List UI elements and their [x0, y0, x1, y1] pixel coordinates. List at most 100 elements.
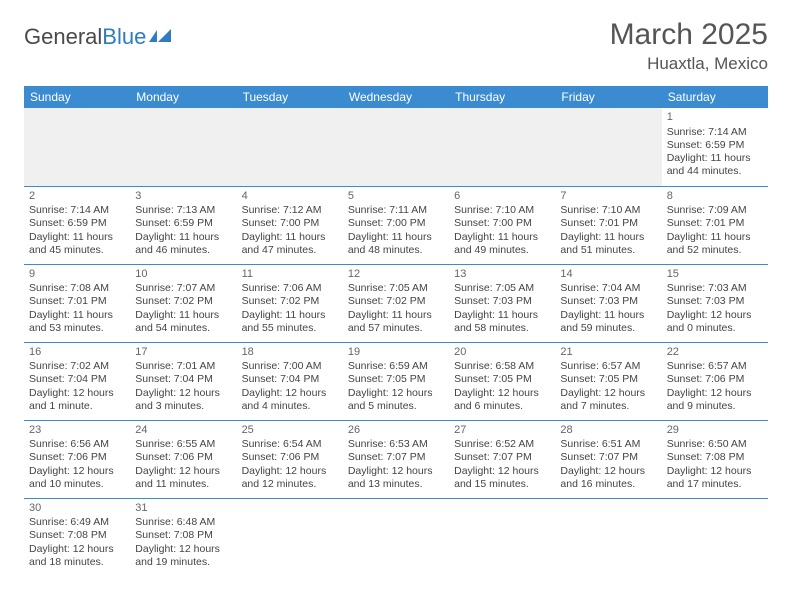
sunrise-line: Sunrise: 7:12 AM [242, 204, 338, 217]
day-number: 8 [667, 190, 763, 204]
day-number: 18 [242, 346, 338, 360]
sunset-line: Sunset: 7:02 PM [135, 295, 231, 308]
sunrise-line: Sunrise: 7:10 AM [560, 204, 656, 217]
sunrise-line: Sunrise: 7:04 AM [560, 282, 656, 295]
sunrise-line: Sunrise: 7:10 AM [454, 204, 550, 217]
calendar-cell: 16Sunrise: 7:02 AMSunset: 7:04 PMDayligh… [24, 342, 130, 420]
sunrise-line: Sunrise: 6:51 AM [560, 438, 656, 451]
sunset-line: Sunset: 7:00 PM [242, 217, 338, 230]
calendar-cell: 3Sunrise: 7:13 AMSunset: 6:59 PMDaylight… [130, 186, 236, 264]
calendar-cell: 12Sunrise: 7:05 AMSunset: 7:02 PMDayligh… [343, 264, 449, 342]
sunset-line: Sunset: 7:01 PM [29, 295, 125, 308]
calendar-cell [130, 108, 236, 186]
weekday-header: Saturday [662, 86, 768, 108]
day-number: 7 [560, 190, 656, 204]
daylight-line: Daylight: 12 hours and 0 minutes. [667, 309, 763, 335]
calendar-cell [555, 498, 661, 576]
sunset-line: Sunset: 7:06 PM [242, 451, 338, 464]
daylight-line: Daylight: 11 hours and 47 minutes. [242, 231, 338, 257]
day-number: 1 [667, 111, 763, 125]
sunrise-line: Sunrise: 6:58 AM [454, 360, 550, 373]
sunset-line: Sunset: 7:04 PM [135, 373, 231, 386]
daylight-line: Daylight: 12 hours and 17 minutes. [667, 465, 763, 491]
day-number: 26 [348, 424, 444, 438]
weekday-header: Monday [130, 86, 236, 108]
calendar-cell: 19Sunrise: 6:59 AMSunset: 7:05 PMDayligh… [343, 342, 449, 420]
sunset-line: Sunset: 7:06 PM [135, 451, 231, 464]
sunset-line: Sunset: 7:03 PM [560, 295, 656, 308]
sunset-line: Sunset: 7:05 PM [348, 373, 444, 386]
calendar-cell: 8Sunrise: 7:09 AMSunset: 7:01 PMDaylight… [662, 186, 768, 264]
day-number: 28 [560, 424, 656, 438]
sunset-line: Sunset: 7:05 PM [560, 373, 656, 386]
daylight-line: Daylight: 11 hours and 53 minutes. [29, 309, 125, 335]
sunset-line: Sunset: 7:02 PM [242, 295, 338, 308]
calendar-cell [662, 498, 768, 576]
sunrise-line: Sunrise: 6:57 AM [667, 360, 763, 373]
calendar-cell: 7Sunrise: 7:10 AMSunset: 7:01 PMDaylight… [555, 186, 661, 264]
calendar-cell: 4Sunrise: 7:12 AMSunset: 7:00 PMDaylight… [237, 186, 343, 264]
daylight-line: Daylight: 12 hours and 9 minutes. [667, 387, 763, 413]
sunset-line: Sunset: 7:02 PM [348, 295, 444, 308]
daylight-line: Daylight: 11 hours and 52 minutes. [667, 231, 763, 257]
sunrise-line: Sunrise: 7:01 AM [135, 360, 231, 373]
calendar-cell: 24Sunrise: 6:55 AMSunset: 7:06 PMDayligh… [130, 420, 236, 498]
sunrise-line: Sunrise: 7:07 AM [135, 282, 231, 295]
day-number: 6 [454, 190, 550, 204]
sunrise-line: Sunrise: 7:06 AM [242, 282, 338, 295]
logo: GeneralBlue [24, 24, 175, 50]
daylight-line: Daylight: 12 hours and 11 minutes. [135, 465, 231, 491]
weekday-header: Wednesday [343, 86, 449, 108]
day-number: 24 [135, 424, 231, 438]
calendar-cell [24, 108, 130, 186]
logo-text-general: General [24, 24, 102, 50]
sunrise-line: Sunrise: 7:03 AM [667, 282, 763, 295]
sunrise-line: Sunrise: 6:56 AM [29, 438, 125, 451]
sunrise-line: Sunrise: 6:59 AM [348, 360, 444, 373]
sunrise-line: Sunrise: 6:52 AM [454, 438, 550, 451]
calendar-row: 2Sunrise: 7:14 AMSunset: 6:59 PMDaylight… [24, 186, 768, 264]
sunset-line: Sunset: 7:07 PM [454, 451, 550, 464]
calendar-cell: 31Sunrise: 6:48 AMSunset: 7:08 PMDayligh… [130, 498, 236, 576]
sunset-line: Sunset: 7:04 PM [242, 373, 338, 386]
calendar-cell: 26Sunrise: 6:53 AMSunset: 7:07 PMDayligh… [343, 420, 449, 498]
calendar-cell: 14Sunrise: 7:04 AMSunset: 7:03 PMDayligh… [555, 264, 661, 342]
day-number: 19 [348, 346, 444, 360]
daylight-line: Daylight: 11 hours and 46 minutes. [135, 231, 231, 257]
day-number: 4 [242, 190, 338, 204]
calendar-row: 16Sunrise: 7:02 AMSunset: 7:04 PMDayligh… [24, 342, 768, 420]
day-number: 10 [135, 268, 231, 282]
day-number: 12 [348, 268, 444, 282]
weekday-header: Friday [555, 86, 661, 108]
day-number: 30 [29, 502, 125, 516]
calendar-cell [555, 108, 661, 186]
daylight-line: Daylight: 11 hours and 45 minutes. [29, 231, 125, 257]
sunset-line: Sunset: 7:04 PM [29, 373, 125, 386]
weekday-header-row: SundayMondayTuesdayWednesdayThursdayFrid… [24, 86, 768, 108]
calendar-row: 1Sunrise: 7:14 AMSunset: 6:59 PMDaylight… [24, 108, 768, 186]
day-number: 17 [135, 346, 231, 360]
daylight-line: Daylight: 11 hours and 48 minutes. [348, 231, 444, 257]
calendar-cell [343, 108, 449, 186]
calendar-cell: 13Sunrise: 7:05 AMSunset: 7:03 PMDayligh… [449, 264, 555, 342]
day-number: 16 [29, 346, 125, 360]
calendar-cell: 5Sunrise: 7:11 AMSunset: 7:00 PMDaylight… [343, 186, 449, 264]
calendar-cell [449, 498, 555, 576]
daylight-line: Daylight: 11 hours and 54 minutes. [135, 309, 231, 335]
day-number: 2 [29, 190, 125, 204]
calendar-row: 30Sunrise: 6:49 AMSunset: 7:08 PMDayligh… [24, 498, 768, 576]
calendar-cell: 20Sunrise: 6:58 AMSunset: 7:05 PMDayligh… [449, 342, 555, 420]
calendar-cell: 9Sunrise: 7:08 AMSunset: 7:01 PMDaylight… [24, 264, 130, 342]
daylight-line: Daylight: 11 hours and 51 minutes. [560, 231, 656, 257]
weekday-header: Thursday [449, 86, 555, 108]
day-number: 29 [667, 424, 763, 438]
calendar-cell: 17Sunrise: 7:01 AMSunset: 7:04 PMDayligh… [130, 342, 236, 420]
daylight-line: Daylight: 11 hours and 57 minutes. [348, 309, 444, 335]
daylight-line: Daylight: 12 hours and 5 minutes. [348, 387, 444, 413]
day-number: 13 [454, 268, 550, 282]
sunrise-line: Sunrise: 6:53 AM [348, 438, 444, 451]
sunset-line: Sunset: 6:59 PM [667, 139, 763, 152]
calendar-cell: 23Sunrise: 6:56 AMSunset: 7:06 PMDayligh… [24, 420, 130, 498]
calendar-cell [449, 108, 555, 186]
sunset-line: Sunset: 7:03 PM [667, 295, 763, 308]
